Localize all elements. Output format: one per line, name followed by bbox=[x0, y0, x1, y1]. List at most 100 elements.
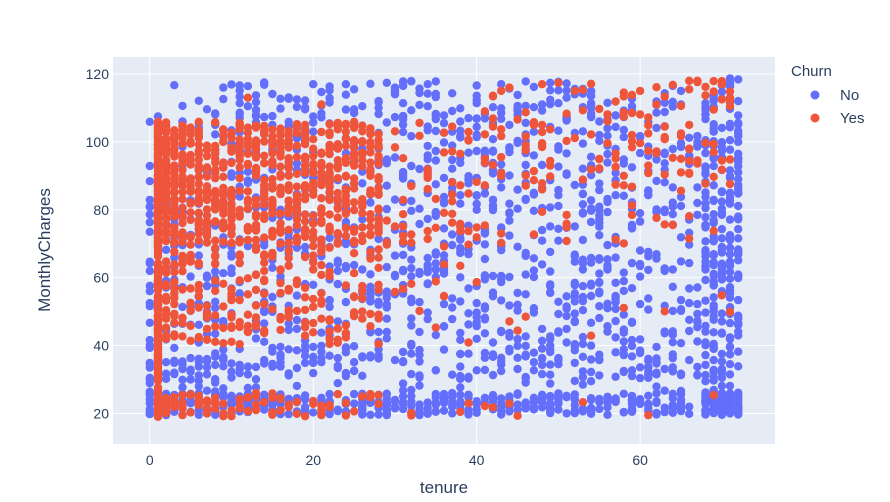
data-point-no[interactable] bbox=[456, 362, 465, 371]
data-point-yes[interactable] bbox=[300, 128, 310, 137]
data-point-yes[interactable] bbox=[194, 196, 203, 206]
data-point-no[interactable] bbox=[725, 391, 735, 400]
data-point-yes[interactable] bbox=[464, 226, 473, 236]
data-point-no[interactable] bbox=[693, 299, 702, 309]
data-point-no[interactable] bbox=[521, 400, 530, 409]
data-point-no[interactable] bbox=[219, 362, 228, 371]
data-point-yes[interactable] bbox=[398, 210, 408, 219]
data-point-no[interactable] bbox=[717, 329, 727, 338]
data-point-yes[interactable] bbox=[497, 152, 506, 162]
data-point-no[interactable] bbox=[611, 396, 620, 405]
data-point-no[interactable] bbox=[407, 255, 416, 264]
data-point-yes[interactable] bbox=[153, 376, 163, 385]
data-point-no[interactable] bbox=[562, 86, 571, 95]
data-point-no[interactable] bbox=[439, 406, 449, 415]
data-point-no[interactable] bbox=[145, 202, 154, 211]
data-point-no[interactable] bbox=[488, 350, 498, 359]
data-point-yes[interactable] bbox=[153, 311, 163, 321]
data-point-yes[interactable] bbox=[358, 138, 367, 147]
data-point-yes[interactable] bbox=[153, 350, 163, 359]
data-point-no[interactable] bbox=[219, 269, 228, 278]
data-point-no[interactable] bbox=[219, 354, 228, 363]
data-point-yes[interactable] bbox=[325, 327, 334, 336]
data-point-no[interactable] bbox=[456, 390, 465, 399]
data-point-yes[interactable] bbox=[186, 233, 195, 242]
data-point-yes[interactable] bbox=[219, 206, 228, 215]
data-point-no[interactable] bbox=[546, 267, 555, 276]
data-point-no[interactable] bbox=[619, 328, 628, 337]
data-point-no[interactable] bbox=[398, 358, 408, 367]
data-point-yes[interactable] bbox=[194, 286, 203, 295]
data-point-no[interactable] bbox=[562, 292, 571, 301]
data-point-yes[interactable] bbox=[170, 180, 179, 190]
data-point-no[interactable] bbox=[693, 362, 702, 372]
data-point-no[interactable] bbox=[603, 98, 612, 108]
data-point-yes[interactable] bbox=[627, 108, 637, 118]
data-point-yes[interactable] bbox=[161, 167, 171, 176]
data-point-no[interactable] bbox=[202, 386, 212, 395]
data-point-yes[interactable] bbox=[374, 153, 383, 162]
data-point-no[interactable] bbox=[644, 354, 653, 363]
data-point-yes[interactable] bbox=[725, 179, 735, 189]
data-point-no[interactable] bbox=[611, 316, 620, 326]
data-point-no[interactable] bbox=[309, 118, 318, 127]
data-point-no[interactable] bbox=[627, 397, 637, 406]
data-point-no[interactable] bbox=[292, 363, 302, 373]
data-point-no[interactable] bbox=[578, 281, 588, 291]
data-point-no[interactable] bbox=[603, 158, 612, 167]
data-point-yes[interactable] bbox=[309, 151, 318, 161]
data-point-yes[interactable] bbox=[586, 79, 596, 89]
data-point-no[interactable] bbox=[521, 160, 530, 170]
data-point-no[interactable] bbox=[480, 329, 490, 338]
data-point-yes[interactable] bbox=[382, 238, 391, 247]
data-point-no[interactable] bbox=[513, 389, 522, 398]
data-point-yes[interactable] bbox=[676, 154, 686, 163]
data-point-no[interactable] bbox=[725, 381, 735, 391]
data-point-yes[interactable] bbox=[268, 410, 277, 419]
data-point-no[interactable] bbox=[546, 203, 555, 212]
data-point-no[interactable] bbox=[668, 394, 677, 403]
data-point-no[interactable] bbox=[448, 294, 457, 303]
data-point-yes[interactable] bbox=[627, 210, 637, 220]
data-point-yes[interactable] bbox=[358, 121, 367, 130]
data-point-no[interactable] bbox=[619, 159, 628, 168]
data-point-no[interactable] bbox=[284, 345, 293, 354]
data-point-yes[interactable] bbox=[717, 80, 727, 89]
data-point-yes[interactable] bbox=[251, 245, 261, 254]
data-point-no[interactable] bbox=[415, 371, 424, 380]
data-point-yes[interactable] bbox=[309, 159, 318, 169]
data-point-no[interactable] bbox=[701, 148, 710, 158]
data-point-no[interactable] bbox=[472, 334, 481, 343]
data-point-no[interactable] bbox=[292, 159, 302, 168]
data-point-yes[interactable] bbox=[251, 301, 261, 310]
data-point-no[interactable] bbox=[701, 405, 710, 415]
data-point-yes[interactable] bbox=[300, 252, 310, 262]
data-point-no[interactable] bbox=[480, 313, 490, 322]
data-point-yes[interactable] bbox=[186, 177, 195, 186]
data-point-yes[interactable] bbox=[374, 159, 383, 168]
data-point-yes[interactable] bbox=[186, 298, 195, 307]
data-point-yes[interactable] bbox=[554, 78, 563, 88]
data-point-no[interactable] bbox=[227, 373, 236, 382]
data-point-yes[interactable] bbox=[333, 204, 342, 213]
data-point-yes[interactable] bbox=[194, 236, 203, 245]
data-point-yes[interactable] bbox=[194, 186, 203, 195]
data-point-yes[interactable] bbox=[202, 335, 212, 344]
data-point-yes[interactable] bbox=[586, 130, 596, 139]
data-point-yes[interactable] bbox=[235, 121, 244, 130]
data-point-yes[interactable] bbox=[251, 285, 261, 295]
data-point-yes[interactable] bbox=[374, 173, 383, 182]
data-point-yes[interactable] bbox=[202, 163, 212, 172]
data-point-no[interactable] bbox=[145, 399, 154, 408]
data-point-yes[interactable] bbox=[170, 231, 179, 240]
data-point-no[interactable] bbox=[211, 329, 220, 338]
data-point-yes[interactable] bbox=[243, 187, 253, 196]
data-point-yes[interactable] bbox=[415, 306, 424, 316]
data-point-no[interactable] bbox=[701, 252, 710, 261]
data-point-no[interactable] bbox=[570, 297, 579, 306]
data-point-no[interactable] bbox=[725, 235, 735, 245]
data-point-no[interactable] bbox=[219, 94, 228, 104]
data-point-yes[interactable] bbox=[652, 213, 661, 223]
data-point-no[interactable] bbox=[693, 210, 702, 220]
data-point-no[interactable] bbox=[603, 392, 612, 401]
